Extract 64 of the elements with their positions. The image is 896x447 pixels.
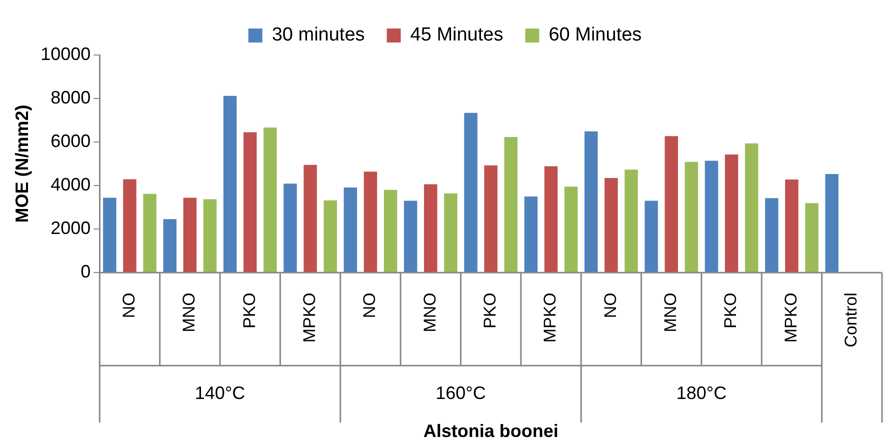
x-tick-label: PKO bbox=[240, 292, 259, 329]
y-tick-label: 8000 bbox=[50, 87, 91, 108]
y-tick-label: 0 bbox=[80, 262, 91, 282]
x-tick-label: MNO bbox=[420, 292, 440, 332]
bar bbox=[404, 200, 418, 272]
bar bbox=[744, 143, 758, 272]
bar bbox=[123, 179, 136, 272]
x-tick-label: MNO bbox=[180, 292, 199, 332]
legend-label: 45 Minutes bbox=[410, 24, 504, 46]
bar bbox=[765, 198, 778, 272]
x-axis-title: Alstonia boonei bbox=[423, 421, 558, 442]
bar bbox=[785, 179, 798, 272]
bar bbox=[584, 131, 598, 272]
x-tick-label: MPKO bbox=[781, 292, 800, 343]
bar bbox=[664, 136, 678, 272]
bar bbox=[203, 199, 217, 272]
bar bbox=[284, 184, 297, 272]
bar bbox=[825, 174, 838, 272]
x-tick-label: NO bbox=[600, 292, 620, 318]
bar bbox=[604, 178, 618, 272]
bar bbox=[264, 127, 277, 272]
bar bbox=[524, 196, 538, 272]
legend-label: 30 minutes bbox=[272, 24, 365, 46]
bar bbox=[243, 132, 257, 272]
x-tick-label: PKO bbox=[480, 292, 500, 329]
bar bbox=[324, 200, 337, 272]
bar bbox=[504, 137, 518, 272]
bar bbox=[163, 219, 176, 272]
y-tick-label: 10000 bbox=[40, 44, 91, 64]
bar bbox=[805, 203, 818, 272]
bar bbox=[183, 198, 197, 272]
y-tick-label: 2000 bbox=[50, 218, 91, 238]
bar bbox=[704, 160, 718, 272]
bar bbox=[464, 112, 478, 272]
x-tick-label: MPKO bbox=[300, 292, 319, 343]
legend-label: 60 Minutes bbox=[548, 24, 642, 46]
x-tick-label: PKO bbox=[721, 292, 740, 329]
text: 140°C bbox=[194, 383, 246, 404]
text: 180°C bbox=[676, 383, 727, 404]
x-tick-label: MNO bbox=[661, 292, 680, 332]
bar bbox=[544, 166, 558, 272]
y-tick-label: 6000 bbox=[50, 131, 91, 152]
bar bbox=[724, 154, 738, 272]
bar bbox=[644, 200, 658, 272]
y-axis-title: MOE (N/mm2) bbox=[12, 104, 32, 223]
bar bbox=[564, 186, 578, 272]
bar bbox=[684, 162, 698, 272]
bar bbox=[103, 198, 116, 272]
bar bbox=[304, 164, 317, 272]
bar bbox=[624, 170, 638, 272]
x-tick-label: Control bbox=[842, 292, 861, 348]
bar bbox=[484, 165, 498, 272]
text: 160°C bbox=[436, 383, 486, 404]
x-tick-label: MPKO bbox=[540, 292, 560, 343]
bar bbox=[364, 172, 378, 272]
y-tick-label: 4000 bbox=[50, 174, 91, 195]
bar bbox=[424, 184, 438, 272]
x-tick-label: NO bbox=[360, 292, 380, 318]
bar bbox=[384, 190, 398, 272]
bar bbox=[143, 194, 156, 272]
bar bbox=[344, 188, 358, 272]
bar bbox=[223, 96, 237, 272]
bar bbox=[444, 193, 458, 272]
x-tick-label: NO bbox=[119, 292, 138, 318]
